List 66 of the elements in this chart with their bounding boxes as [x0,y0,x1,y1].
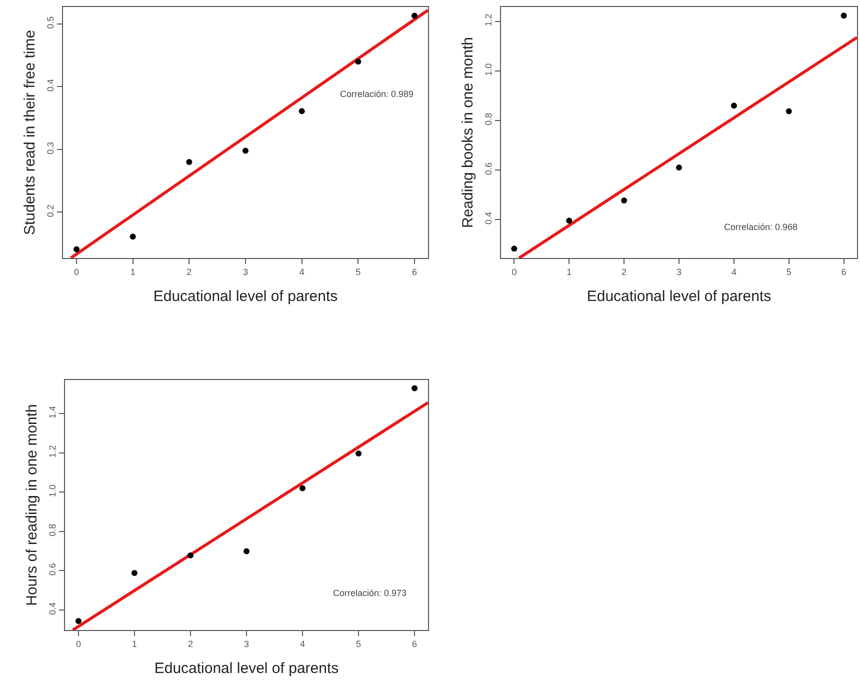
x-tick-label: 0 [76,638,81,649]
annotation: Correlación: 0.968 [724,222,798,232]
point [356,450,362,456]
point [566,218,572,224]
point [355,58,362,65]
y-tick-label: 0.2 [45,204,56,218]
point [511,246,518,252]
x-tick-label: 6 [841,266,846,277]
y-axis-title: Students read in their free time [22,30,39,236]
point [412,385,418,392]
y-tick-label: 0.8 [483,112,494,126]
point [244,548,250,554]
point [411,12,418,19]
x-tick-label: 4 [299,266,304,277]
y-tick-label: 0.5 [45,16,56,29]
y-tick-label: 0.6 [483,162,494,175]
x-tick-label: 3 [242,266,248,277]
point [242,148,248,154]
point [730,102,737,109]
point [840,12,847,19]
y-axis-title: Hours of reading in one month [24,404,41,606]
y-tick-label: 1.2 [483,14,494,26]
x-tick-label: 3 [676,266,682,277]
y-tick-label: 1.0 [483,63,494,76]
y-tick-label: 0.6 [47,563,58,576]
point [300,485,306,492]
x-tick-label: 4 [731,266,736,277]
x-axis-title: Educational level of parents [586,288,772,305]
x-tick-label: 4 [300,638,306,649]
annotation: Correlación: 0.973 [333,588,407,598]
point [786,108,792,114]
x-tick-label: 6 [412,638,418,649]
point [75,618,82,624]
x-tick-label: 3 [244,638,250,649]
y-tick-label: 0.8 [47,524,58,536]
x-tick-label: 1 [130,266,136,277]
x-tick-label: 1 [132,638,137,649]
x-tick-label: 2 [622,266,627,277]
y-tick-label: 0.4 [483,212,494,224]
x-tick-label: 2 [188,638,193,649]
y-tick-label: 0.4 [47,602,58,615]
x-tick-label: 1 [566,266,572,277]
point [676,164,682,171]
x-tick-label: 0 [74,266,80,277]
point [187,552,194,558]
point [621,198,628,204]
y-tick-label: 1.0 [47,484,58,498]
x-axis-title: Educational level of parents [154,660,339,677]
y-tick-label: 0.3 [45,142,56,154]
point [186,158,192,165]
x-tick-label: 5 [356,638,362,649]
point [298,108,305,114]
point [74,246,80,252]
point [130,234,136,240]
x-axis-title: Educational level of parents [153,288,338,305]
x-tick-label: 0 [512,266,517,277]
annotation: Correlación: 0.989 [340,89,414,99]
point [131,570,138,576]
y-tick-label: 1.2 [47,445,58,458]
x-tick-label: 5 [356,266,361,277]
x-tick-label: 5 [786,266,792,277]
x-tick-label: 6 [412,266,417,277]
y-tick-label: 1.4 [47,406,58,418]
x-tick-label: 2 [186,266,192,277]
y-tick-label: 0.4 [45,79,56,92]
y-axis-title: Reading books in one month [460,37,477,228]
